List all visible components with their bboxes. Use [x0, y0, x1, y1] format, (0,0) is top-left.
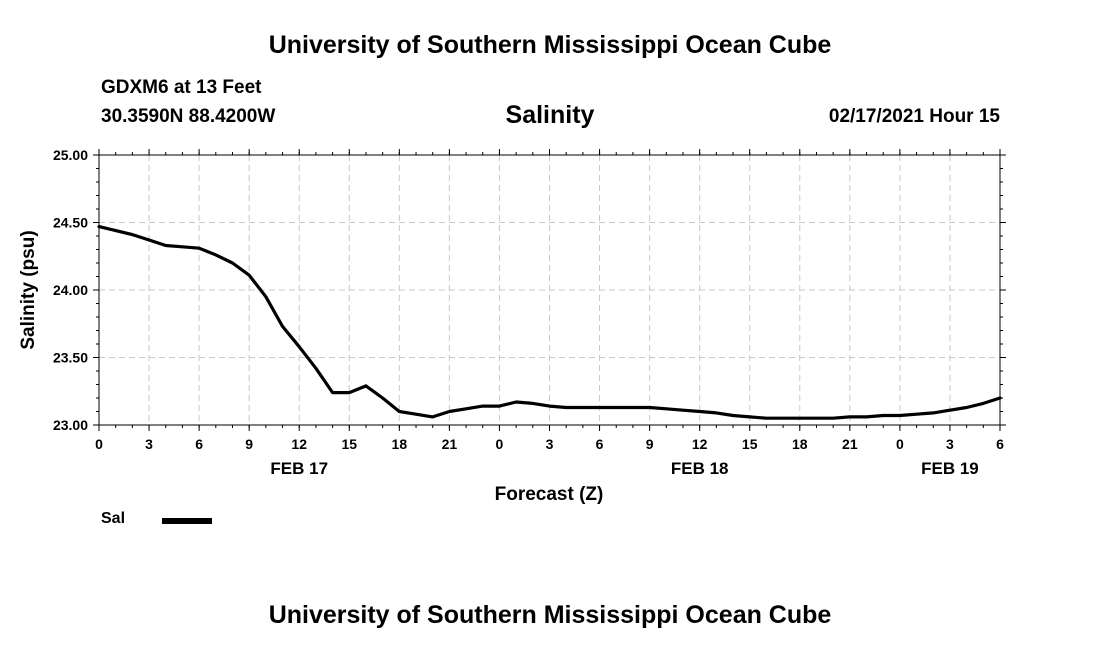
chart-title: Salinity: [505, 101, 595, 129]
x-tick-label: 0: [95, 436, 103, 452]
x-tick-label: 18: [392, 436, 408, 452]
x-tick-label: 3: [946, 436, 954, 452]
x-tick-label: 6: [996, 436, 1004, 452]
y-tick-label: 23.50: [53, 350, 88, 366]
x-tick-label: 21: [842, 436, 858, 452]
grid-lines: [98, 154, 1001, 426]
x-tick-label: 12: [692, 436, 708, 452]
date-label: FEB 17: [270, 459, 328, 478]
x-tick-label: 18: [792, 436, 808, 452]
y-tick-label: 25.00: [53, 147, 88, 163]
series-layer: [97, 225, 1002, 420]
x-tick-label: 0: [496, 436, 504, 452]
x-axis-label: Forecast (Z): [495, 484, 604, 505]
x-tick-label: 6: [596, 436, 604, 452]
y-tick-label: 24.50: [53, 215, 88, 231]
date-label: FEB 18: [671, 459, 729, 478]
x-tick-label: 6: [195, 436, 203, 452]
bottom-title: University of Southern Mississippi Ocean…: [268, 601, 832, 629]
coordinates-label: 30.3590N 88.4200W: [101, 106, 276, 127]
x-tick-label: 3: [145, 436, 153, 452]
y-axis-label: Salinity (psu): [18, 230, 39, 349]
x-tick-label: 9: [245, 436, 253, 452]
series-line-sal: [97, 225, 1002, 420]
x-tick-label: 0: [896, 436, 904, 452]
top-title: University of Southern Mississippi Ocean…: [268, 31, 832, 59]
date-label: FEB 19: [921, 459, 979, 478]
station-label: GDXM6 at 13 Feet: [101, 77, 262, 98]
x-tick-label: 15: [341, 436, 357, 452]
x-tick-label: 12: [291, 436, 307, 452]
x-tick-label: 3: [546, 436, 554, 452]
x-tick-label: 15: [742, 436, 758, 452]
x-tick-label: 21: [442, 436, 458, 452]
y-tick-label: 24.00: [53, 282, 88, 298]
forecast-timestamp: 02/17/2021 Hour 15: [828, 106, 1000, 127]
x-tick-label: 9: [646, 436, 654, 452]
legend-label: Sal: [101, 510, 126, 527]
y-tick-label: 23.00: [53, 417, 88, 433]
axis-ticks: [93, 149, 1006, 431]
axis-tick-labels: 23.00 23.50 24.00 24.50 25.00 0 3 6 9 12 15 18 21 0 3 6…: [53, 147, 1004, 478]
legend-line-swatch: [162, 518, 212, 524]
